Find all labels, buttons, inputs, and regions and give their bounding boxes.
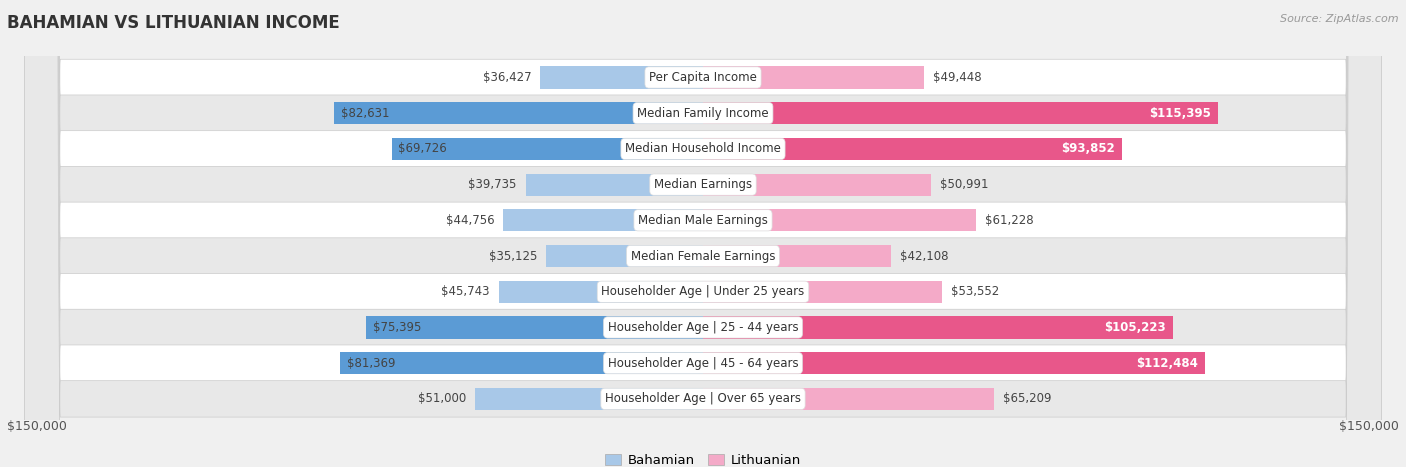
Text: $50,991: $50,991 [939, 178, 988, 191]
Text: $75,395: $75,395 [373, 321, 422, 334]
Text: $93,852: $93,852 [1062, 142, 1115, 156]
Bar [540, 66, 703, 89]
Text: Median Earnings: Median Earnings [654, 178, 752, 191]
FancyBboxPatch shape [24, 0, 1382, 467]
Text: Householder Age | 45 - 64 years: Householder Age | 45 - 64 years [607, 357, 799, 370]
Bar [703, 138, 1122, 160]
FancyBboxPatch shape [24, 0, 1382, 467]
FancyBboxPatch shape [24, 0, 1382, 467]
Text: Median Family Income: Median Family Income [637, 106, 769, 120]
Text: $44,756: $44,756 [446, 214, 495, 227]
Text: $49,448: $49,448 [932, 71, 981, 84]
Text: $150,000: $150,000 [7, 419, 66, 432]
Bar [475, 388, 703, 410]
Bar [703, 316, 1173, 339]
Bar [526, 174, 703, 196]
Text: $35,125: $35,125 [489, 249, 537, 262]
FancyBboxPatch shape [24, 0, 1382, 467]
Bar [367, 316, 703, 339]
Text: Median Female Earnings: Median Female Earnings [631, 249, 775, 262]
Text: $39,735: $39,735 [468, 178, 517, 191]
Bar [392, 138, 703, 160]
Text: $45,743: $45,743 [441, 285, 489, 298]
Bar [503, 209, 703, 231]
Bar [335, 102, 703, 124]
Text: $81,369: $81,369 [346, 357, 395, 370]
Text: $105,223: $105,223 [1104, 321, 1166, 334]
Bar [499, 281, 703, 303]
Bar [546, 245, 703, 267]
Legend: Bahamian, Lithuanian: Bahamian, Lithuanian [600, 448, 806, 467]
Text: Householder Age | 25 - 44 years: Householder Age | 25 - 44 years [607, 321, 799, 334]
Bar [703, 102, 1218, 124]
Bar [703, 209, 976, 231]
Text: $115,395: $115,395 [1150, 106, 1212, 120]
FancyBboxPatch shape [24, 0, 1382, 467]
Text: $42,108: $42,108 [900, 249, 949, 262]
Text: Householder Age | Under 25 years: Householder Age | Under 25 years [602, 285, 804, 298]
Bar [340, 352, 703, 374]
Text: Householder Age | Over 65 years: Householder Age | Over 65 years [605, 392, 801, 405]
Text: $51,000: $51,000 [418, 392, 467, 405]
FancyBboxPatch shape [24, 0, 1382, 467]
Text: $69,726: $69,726 [398, 142, 447, 156]
Bar [703, 245, 891, 267]
Text: Source: ZipAtlas.com: Source: ZipAtlas.com [1281, 14, 1399, 24]
Text: $65,209: $65,209 [1002, 392, 1052, 405]
Text: $112,484: $112,484 [1136, 357, 1198, 370]
Bar [703, 281, 942, 303]
Bar [703, 174, 931, 196]
Text: BAHAMIAN VS LITHUANIAN INCOME: BAHAMIAN VS LITHUANIAN INCOME [7, 14, 340, 32]
Text: $36,427: $36,427 [482, 71, 531, 84]
Bar [703, 352, 1205, 374]
Bar [703, 66, 924, 89]
FancyBboxPatch shape [24, 0, 1382, 467]
Text: $150,000: $150,000 [1340, 419, 1399, 432]
FancyBboxPatch shape [24, 0, 1382, 467]
Text: $61,228: $61,228 [986, 214, 1033, 227]
Text: Median Male Earnings: Median Male Earnings [638, 214, 768, 227]
Text: $53,552: $53,552 [950, 285, 1000, 298]
FancyBboxPatch shape [24, 0, 1382, 467]
Text: $82,631: $82,631 [340, 106, 389, 120]
FancyBboxPatch shape [24, 0, 1382, 467]
Text: Median Household Income: Median Household Income [626, 142, 780, 156]
Text: Per Capita Income: Per Capita Income [650, 71, 756, 84]
Bar [703, 388, 994, 410]
